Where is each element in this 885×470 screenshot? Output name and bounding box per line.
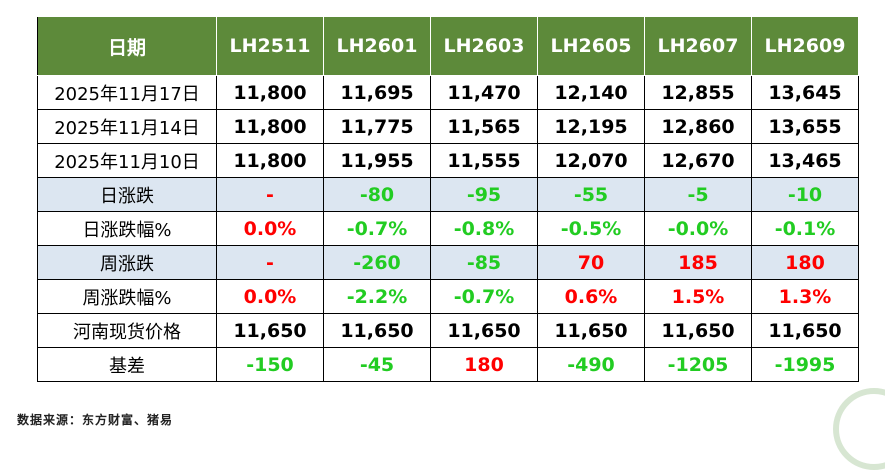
table-row: 日涨跌幅% 0.0% -0.7% -0.8% -0.5% -0.0% -0.1% (37, 211, 859, 246)
table-cell: 12,855 (644, 75, 752, 110)
table-cell: -0.1% (751, 211, 859, 246)
table-cell: 12,670 (644, 143, 752, 178)
table-cell: -0.5% (537, 211, 645, 246)
decorative-corner-ring (833, 388, 885, 470)
row-label: 周涨跌幅% (37, 279, 217, 314)
table-cell: -0.8% (430, 211, 538, 246)
header-cell-contract: LH2605 (537, 16, 645, 76)
header-cell-contract: LH2607 (644, 16, 752, 76)
row-label: 2025年11月10日 (37, 143, 217, 178)
table-cell: - (216, 245, 324, 280)
row-label: 2025年11月17日 (37, 75, 217, 110)
header-cell-contract: LH2601 (323, 16, 431, 76)
table-cell: 0.0% (216, 279, 324, 314)
futures-price-table: 日期 LH2511 LH2601 LH2603 LH2605 LH2607 LH… (37, 16, 859, 382)
table-cell: 11,650 (216, 313, 324, 348)
table-cell: -1205 (644, 347, 752, 382)
table-cell: 12,070 (537, 143, 645, 178)
table-cell: 11,650 (537, 313, 645, 348)
table-cell: -55 (537, 177, 645, 212)
table-cell: 1.5% (644, 279, 752, 314)
table-cell: 11,650 (751, 313, 859, 348)
header-cell-contract: LH2511 (216, 16, 324, 76)
table-cell: 11,800 (216, 75, 324, 110)
table-cell: -95 (430, 177, 538, 212)
table-row: 2025年11月17日 11,800 11,695 11,470 12,140 12,85… (37, 75, 859, 110)
table-cell: 13,465 (751, 143, 859, 178)
table-row: 日涨跌 - -80 -95 -55 -5 -10 (37, 177, 859, 212)
table-cell: -80 (323, 177, 431, 212)
table-cell: 70 (537, 245, 645, 280)
table-cell: 11,775 (323, 109, 431, 144)
table-cell: -260 (323, 245, 431, 280)
table-cell: 13,645 (751, 75, 859, 110)
table-cell: 12,140 (537, 75, 645, 110)
table-cell: 0.0% (216, 211, 324, 246)
table-cell: 12,195 (537, 109, 645, 144)
table-cell: 13,655 (751, 109, 859, 144)
table-cell: -45 (323, 347, 431, 382)
table-cell: -0.7% (323, 211, 431, 246)
table-row: 河南现货价格 11,650 11,650 11,650 11,650 11,650 11,6… (37, 313, 859, 348)
table-cell: 11,800 (216, 109, 324, 144)
data-source-note: 数据来源：东方财富、猪易 (17, 413, 174, 427)
table-cell: 180 (751, 245, 859, 280)
header-cell-contract: LH2603 (430, 16, 538, 76)
table-cell: -5 (644, 177, 752, 212)
header-cell-date: 日期 (37, 16, 217, 76)
table-row: 周涨跌幅% 0.0% -2.2% -0.7% 0.6% 1.5% 1.3% (37, 279, 859, 314)
row-label: 2025年11月14日 (37, 109, 217, 144)
header-cell-contract: LH2609 (751, 16, 859, 76)
row-label: 基差 (37, 347, 217, 382)
table-cell: 0.6% (537, 279, 645, 314)
table-cell: -0.7% (430, 279, 538, 314)
table-cell: 11,565 (430, 109, 538, 144)
table-cell: 11,650 (644, 313, 752, 348)
row-label: 河南现货价格 (37, 313, 217, 348)
table-cell: -1995 (751, 347, 859, 382)
table-row: 2025年11月10日 11,800 11,955 11,555 12,070 12,67… (37, 143, 859, 178)
table-cell: 11,955 (323, 143, 431, 178)
table-row: 2025年11月14日 11,800 11,775 11,565 12,195 12,86… (37, 109, 859, 144)
table-cell: -85 (430, 245, 538, 280)
table-cell: 12,860 (644, 109, 752, 144)
table-cell: 11,555 (430, 143, 538, 178)
table-row: 周涨跌 - -260 -85 70 185 180 (37, 245, 859, 280)
table-cell: 11,650 (430, 313, 538, 348)
table-cell: 11,695 (323, 75, 431, 110)
futures-price-table-container: 日期 LH2511 LH2601 LH2603 LH2605 LH2607 LH… (37, 16, 859, 382)
row-label: 日涨跌幅% (37, 211, 217, 246)
table-cell: -2.2% (323, 279, 431, 314)
table-cell: -490 (537, 347, 645, 382)
table-cell: 1.3% (751, 279, 859, 314)
table-body: 2025年11月17日 11,800 11,695 11,470 12,140 12,85… (37, 75, 859, 382)
table-cell: 180 (430, 347, 538, 382)
table-cell: 11,650 (323, 313, 431, 348)
table-cell: -0.0% (644, 211, 752, 246)
table-cell: -150 (216, 347, 324, 382)
row-label: 周涨跌 (37, 245, 217, 280)
row-label: 日涨跌 (37, 177, 217, 212)
table-row: 基差 -150 -45 180 -490 -1205 -1995 (37, 347, 859, 382)
table-cell: - (216, 177, 324, 212)
table-cell: 11,800 (216, 143, 324, 178)
table-cell: 11,470 (430, 75, 538, 110)
header-row: 日期 LH2511 LH2601 LH2603 LH2605 LH2607 LH… (37, 16, 859, 76)
table-cell: -10 (751, 177, 859, 212)
table-cell: 185 (644, 245, 752, 280)
